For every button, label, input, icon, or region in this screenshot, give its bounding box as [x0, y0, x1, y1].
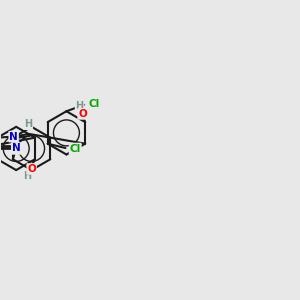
Text: Cl: Cl — [88, 99, 100, 109]
Text: H: H — [23, 172, 32, 182]
Text: H: H — [24, 119, 32, 129]
Text: N: N — [12, 143, 21, 153]
Text: N: N — [9, 132, 18, 142]
Text: O: O — [27, 164, 36, 174]
Text: Cl: Cl — [70, 143, 81, 154]
Text: O: O — [78, 109, 87, 119]
Text: H: H — [76, 101, 84, 111]
Text: O: O — [12, 144, 21, 154]
